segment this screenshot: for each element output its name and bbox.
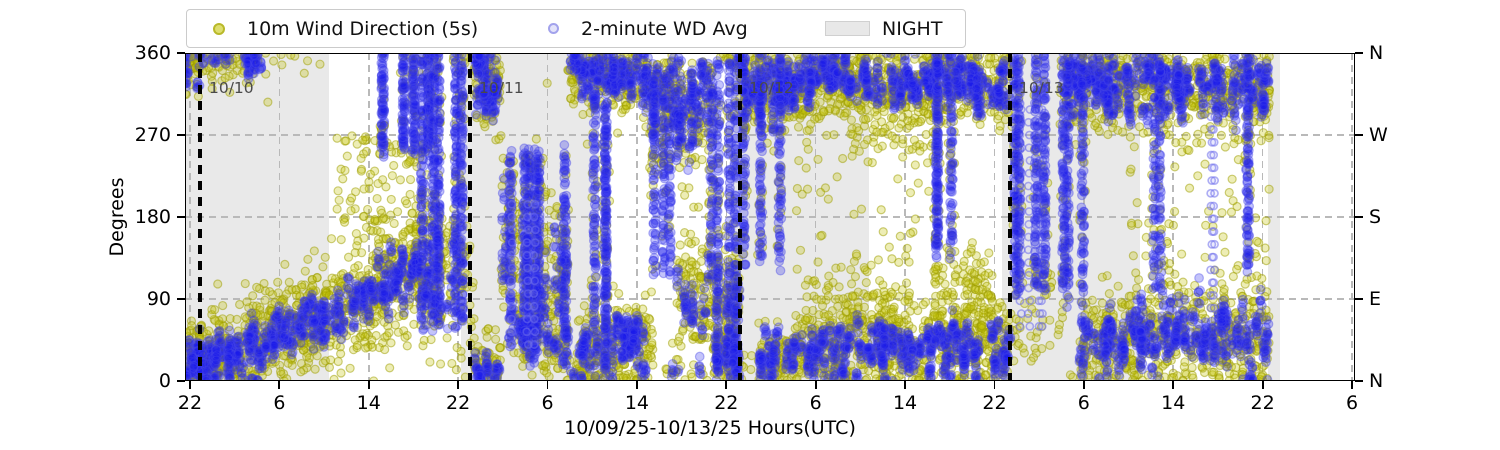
- x-tick-label: 22: [177, 392, 203, 414]
- compass-tick-mark: [1355, 216, 1363, 218]
- x-tick-mark: [1172, 381, 1175, 389]
- compass-tick-label: W: [1369, 124, 1388, 146]
- x-axis-label: 10/09/25-10/13/25 Hours(UTC): [564, 417, 856, 439]
- x-tick-mark: [546, 381, 549, 389]
- compass-tick-mark: [1355, 52, 1363, 54]
- y-tick-mark: [177, 216, 185, 218]
- legend-label-2min-wd-avg: 2-minute WD Avg: [581, 17, 748, 40]
- day-boundary-line: [198, 53, 202, 381]
- x-tick-mark: [904, 381, 906, 389]
- legend-label-night: NIGHT: [882, 17, 943, 40]
- x-tick-mark: [814, 381, 817, 389]
- legend-item-2min-wd-avg: 2-minute WD Avg: [548, 10, 748, 47]
- x-tick-label: 22: [714, 392, 739, 414]
- night-patch-icon: [825, 21, 870, 36]
- x-tick-mark: [1082, 381, 1085, 389]
- blue-circle-marker-icon: [548, 23, 559, 34]
- legend-item-night: NIGHT: [825, 10, 942, 47]
- compass-tick-label: N: [1369, 42, 1384, 64]
- compass-tick-mark: [1355, 380, 1363, 382]
- compass-tick-label: N: [1369, 370, 1384, 392]
- y-tick-mark: [177, 134, 185, 136]
- compass-tick-label: E: [1369, 288, 1382, 310]
- x-tick-mark: [636, 381, 638, 389]
- compass-tick-mark: [1355, 134, 1363, 136]
- x-tick-label: 6: [541, 392, 554, 414]
- x-tick-label: 6: [809, 392, 822, 414]
- x-tick-label: 14: [356, 392, 381, 414]
- date-annotation: 10/12: [749, 79, 794, 97]
- plot-area: 10/10 10/11 10/12 10/13: [185, 53, 1355, 381]
- x-tick-label: 22: [446, 392, 471, 414]
- legend-label-10m-wind-direction: 10m Wind Direction (5s): [247, 17, 479, 40]
- day-boundary-line: [738, 53, 742, 381]
- y-tick-label: 0: [158, 370, 171, 392]
- y-tick-label: 360: [134, 42, 171, 64]
- legend-item-10m-wind-direction: 10m Wind Direction (5s): [213, 10, 478, 47]
- y-tick-mark: [177, 52, 185, 54]
- x-tick-label: 14: [892, 392, 918, 414]
- x-tick-mark: [278, 381, 281, 389]
- x-tick-label: 6: [273, 392, 286, 414]
- x-tick-label: 6: [1345, 392, 1359, 414]
- compass-tick-label: S: [1369, 206, 1382, 228]
- x-tick-mark: [189, 381, 191, 389]
- y-tick-mark: [177, 298, 185, 300]
- day-boundary-line: [1008, 53, 1012, 381]
- x-tick-mark: [367, 381, 370, 389]
- y-tick-mark: [177, 380, 185, 382]
- y-tick-label: 180: [134, 206, 171, 228]
- x-tick-label: 22: [982, 392, 1007, 414]
- x-tick-label: 22: [1250, 392, 1275, 414]
- x-tick-mark: [993, 381, 996, 389]
- x-tick-mark: [1261, 381, 1264, 389]
- x-tick-mark: [1351, 381, 1353, 389]
- x-tick-label: 14: [1161, 392, 1186, 414]
- date-annotation: 10/11: [479, 79, 524, 97]
- legend: 10m Wind Direction (5s) 2-minute WD Avg …: [186, 9, 966, 48]
- day-boundary-line: [468, 53, 472, 381]
- x-tick-label: 14: [624, 392, 650, 414]
- y-tick-label: 270: [134, 124, 171, 146]
- x-tick-mark: [725, 381, 728, 389]
- yellow-dot-marker-icon: [213, 22, 225, 35]
- x-tick-mark: [457, 381, 460, 389]
- y-tick-label: 90: [146, 288, 171, 310]
- x-tick-label: 6: [1077, 392, 1090, 414]
- date-annotation: 10/13: [1018, 79, 1064, 97]
- scatter-canvas: [185, 53, 1355, 381]
- compass-tick-mark: [1355, 298, 1363, 300]
- date-annotation: 10/10: [208, 79, 254, 97]
